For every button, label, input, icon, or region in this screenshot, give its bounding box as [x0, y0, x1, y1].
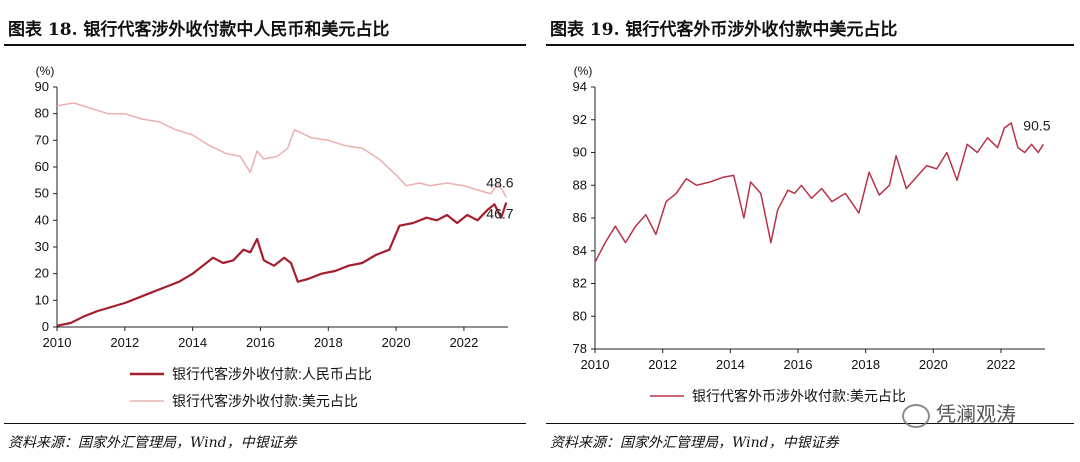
chart-panel-18: 图表 18. 银行代客涉外收付款中人民币和美元占比 0 10 20 30 40 50 60 7…: [0, 0, 532, 462]
y-tick-label: 90: [573, 145, 587, 160]
y-tick-label: 78: [573, 341, 587, 356]
watermark-text: 凭澜观涛: [936, 402, 1016, 426]
x-tick-label: 2010: [43, 335, 72, 350]
y-axis-unit: (%): [36, 64, 55, 78]
x-tick-label: 2022: [449, 335, 478, 350]
x-tick-label: 2022: [987, 357, 1016, 372]
y-tick-label: 20: [35, 266, 49, 281]
y-tick-label: 90: [35, 79, 49, 94]
x-tick-label: 2020: [382, 335, 411, 350]
series-line-1: [56, 202, 508, 327]
x-tick-label: 2014: [178, 335, 207, 350]
chart-panel-19: 图表 19. 银行代客外币涉外收付款中美元占比 78 80 82 84 86 88 90 92…: [542, 0, 1080, 462]
data-label: 90.5: [1023, 117, 1050, 133]
source-note: 资料来源：国家外汇管理局，Wind，中银证券: [550, 435, 839, 451]
legend-label: 银行代客涉外收付款:美元占比: [172, 393, 358, 409]
y-tick-label: 94: [573, 79, 587, 94]
y-tick-label: 60: [35, 159, 49, 174]
x-tick-label: 2012: [648, 357, 677, 372]
y-tick-label: 92: [573, 112, 587, 127]
y-tick-label: 50: [35, 186, 49, 201]
y-tick-label: 80: [35, 106, 49, 121]
y-tick-label: 30: [35, 239, 49, 254]
y-tick-label: 70: [35, 132, 49, 147]
y-tick-label: 84: [573, 243, 587, 258]
y-tick-label: 40: [35, 212, 49, 227]
y-tick-label: 80: [573, 308, 587, 323]
wechat-icon: [902, 403, 930, 428]
x-tick-label: 2018: [314, 335, 343, 350]
x-tick-label: 2012: [110, 335, 139, 350]
x-tick-label: 2016: [246, 335, 275, 350]
chart-19-svg: 78 80 82 84 86 88 90 92 94(%) 2010 2012 2014 2016 201…: [573, 64, 1051, 404]
x-tick-label: 2020: [919, 357, 948, 372]
x-tick-label: 2016: [784, 357, 813, 372]
x-tick-label: 2010: [581, 357, 610, 372]
title-rule: [4, 44, 526, 46]
data-label: 46.7: [486, 205, 513, 221]
data-label: 48.6: [486, 174, 513, 190]
legend-label: 银行代客外币涉外收付款:美元占比: [692, 388, 906, 404]
y-axis-unit: (%): [574, 64, 593, 78]
series-line-2: [56, 102, 507, 198]
y-tick-label: 10: [35, 292, 49, 307]
chart-title: 图表 18. 银行代客涉外收付款中人民币和美元占比: [8, 20, 390, 40]
y-tick-label: 88: [573, 177, 587, 192]
x-tick-label: 2014: [716, 357, 745, 372]
chart-18-svg: 0 10 20 30 40 50 60 70 80 90(%) 2010 2012 2014 2016 20…: [35, 64, 514, 409]
source-rule: [4, 423, 526, 424]
watermark: 凭澜观涛: [902, 398, 1016, 428]
series-line-1: [594, 122, 1044, 263]
source-note: 资料来源：国家外汇管理局，Wind，中银证券: [8, 435, 297, 451]
y-tick-label: 82: [573, 276, 587, 291]
y-tick-label: 0: [42, 319, 49, 334]
x-tick-label: 2018: [851, 357, 880, 372]
y-tick-label: 86: [573, 210, 587, 225]
source-rule: [546, 423, 1074, 424]
title-rule: [546, 44, 1074, 46]
chart-title: 图表 19. 银行代客外币涉外收付款中美元占比: [550, 20, 898, 40]
legend-label: 银行代客涉外收付款:人民币占比: [172, 366, 372, 382]
